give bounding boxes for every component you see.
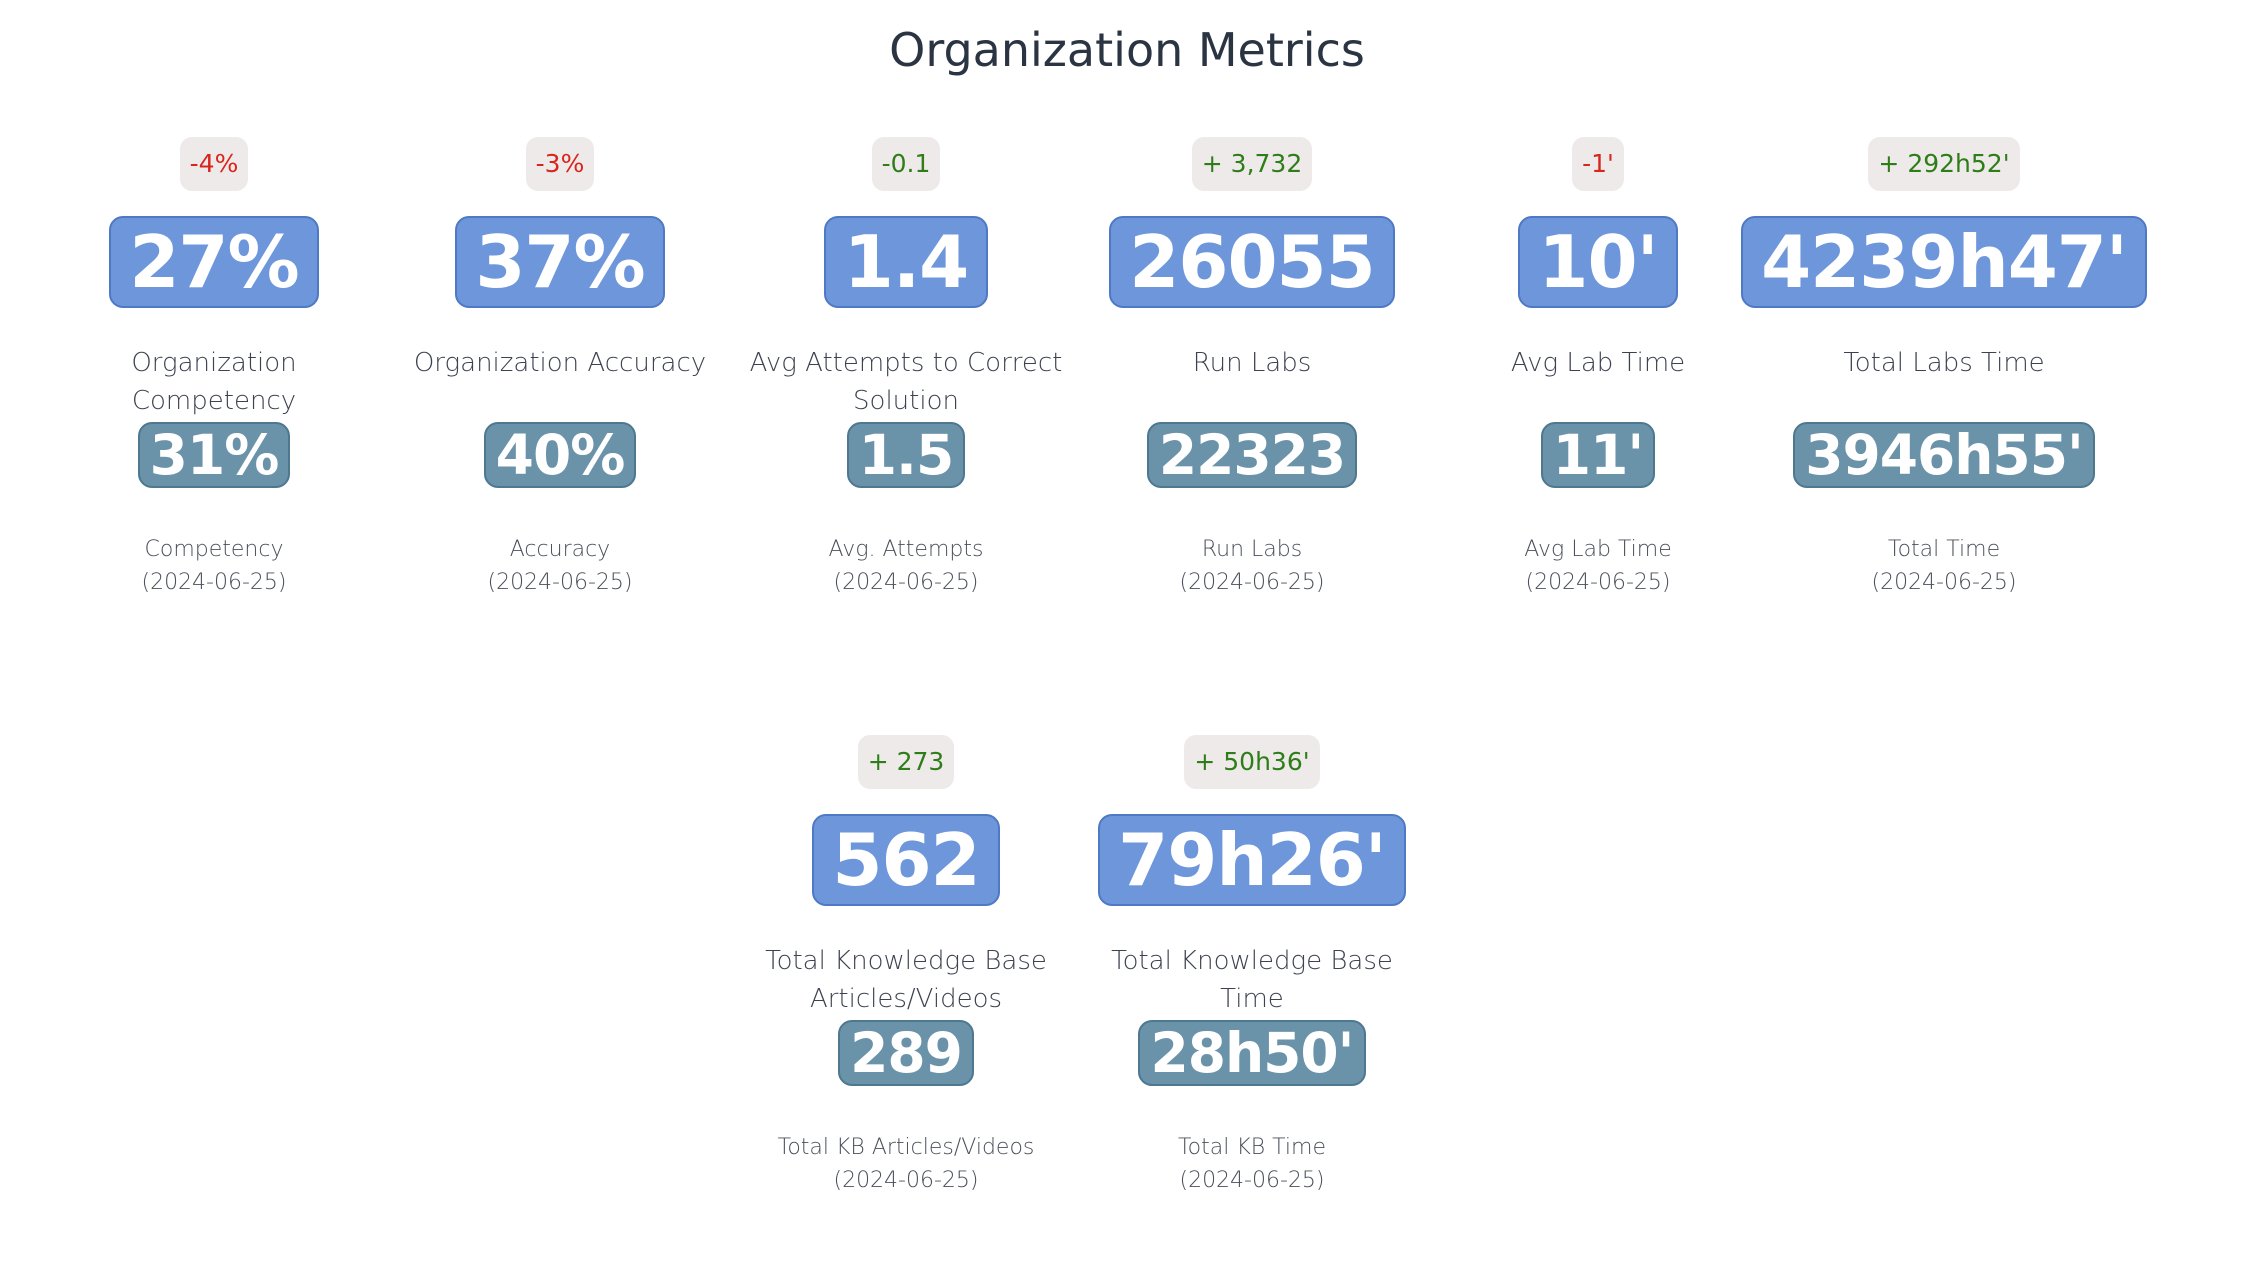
- previous-label: Avg. Attempts (2024-06-25): [746, 533, 1066, 599]
- metric-card-run-labs: + 3,732 26055 Run Labs 22323 Run Labs (2…: [1082, 136, 1422, 599]
- metric-label: Run Labs: [1192, 348, 1312, 378]
- metric-card-total-kb-articles: + 273 562 Total Knowledge Base Articles/…: [736, 734, 1076, 1197]
- previous-label-text: Run Labs: [1201, 537, 1303, 562]
- previous-label: Total KB Articles/Videos (2024-06-25): [746, 1131, 1066, 1197]
- metric-card-avg-attempts: -0.1 1.4 Avg Attempts to Correct Solutio…: [736, 136, 1076, 599]
- delta-badge: -4%: [179, 137, 249, 191]
- previous-label-text: Competency: [144, 537, 284, 562]
- previous-value-badge: 40%: [483, 422, 637, 488]
- previous-date: (2024-06-25): [487, 570, 633, 595]
- previous-label-text: Total KB Articles/Videos: [777, 1135, 1035, 1160]
- page-title: Organization Metrics: [889, 23, 1365, 77]
- main-value-badge: 562: [812, 814, 1000, 906]
- main-value-badge: 10': [1518, 216, 1678, 308]
- main-value-badge: 37%: [455, 216, 665, 308]
- delta-badge: -1': [1572, 137, 1624, 191]
- previous-label-text: Avg Lab Time: [1524, 537, 1672, 562]
- previous-label: Total KB Time (2024-06-25): [1092, 1131, 1412, 1197]
- metric-label: Organization Competency: [131, 348, 297, 416]
- previous-date: (2024-06-25): [1179, 570, 1325, 595]
- main-value-badge: 27%: [109, 216, 319, 308]
- previous-label: Accuracy (2024-06-25): [400, 533, 720, 599]
- metric-card-total-kb-time: + 50h36' 79h26' Total Knowledge Base Tim…: [1082, 734, 1422, 1197]
- previous-date: (2024-06-25): [1525, 570, 1671, 595]
- previous-date: (2024-06-25): [1871, 570, 2017, 595]
- metric-label: Avg Attempts to Correct Solution: [749, 348, 1063, 416]
- previous-label-text: Avg. Attempts: [828, 537, 984, 562]
- previous-label: Competency (2024-06-25): [54, 533, 374, 599]
- previous-label-text: Total Time: [1887, 537, 2001, 562]
- metric-label: Avg Lab Time: [1510, 348, 1686, 378]
- previous-label: Total Time (2024-06-25): [1784, 533, 2104, 599]
- main-value-badge: 79h26': [1098, 814, 1406, 906]
- main-value-badge: 1.4: [823, 216, 989, 308]
- previous-label: Avg Lab Time (2024-06-25): [1438, 533, 1758, 599]
- metric-card-organization-accuracy: -3% 37% Organization Accuracy 40% Accura…: [390, 136, 730, 599]
- delta-badge: -3%: [525, 137, 595, 191]
- previous-value-badge: 28h50': [1138, 1020, 1366, 1086]
- previous-value-badge: 22323: [1146, 422, 1358, 488]
- delta-badge: -0.1: [871, 137, 941, 191]
- previous-date: (2024-06-25): [833, 1168, 979, 1193]
- main-value-badge: 4239h47': [1741, 216, 2147, 308]
- metric-label: Total Knowledge Base Articles/Videos: [765, 946, 1047, 1014]
- previous-label: Run Labs (2024-06-25): [1092, 533, 1412, 599]
- delta-badge: + 292h52': [1868, 137, 2020, 191]
- metric-card-organization-competency: -4% 27% Organization Competency 31% Comp…: [44, 136, 384, 599]
- previous-label-text: Accuracy: [509, 537, 611, 562]
- previous-date: (2024-06-25): [833, 570, 979, 595]
- metric-label: Total Knowledge Base Time: [1111, 946, 1393, 1014]
- previous-date: (2024-06-25): [1179, 1168, 1325, 1193]
- metric-card-avg-lab-time: -1' 10' Avg Lab Time 11' Avg Lab Time (2…: [1428, 136, 1768, 599]
- metric-card-total-labs-time: + 292h52' 4239h47' Total Labs Time 3946h…: [1741, 136, 2147, 599]
- previous-value-badge: 1.5: [846, 422, 966, 488]
- metric-label: Total Labs Time: [1843, 348, 2045, 378]
- delta-badge: + 3,732: [1191, 137, 1313, 191]
- previous-value-badge: 11': [1540, 422, 1656, 488]
- metric-label: Organization Accuracy: [413, 348, 707, 378]
- previous-date: (2024-06-25): [141, 570, 287, 595]
- previous-value-badge: 31%: [137, 422, 291, 488]
- previous-label-text: Total KB Time: [1177, 1135, 1327, 1160]
- delta-badge: + 50h36': [1184, 735, 1320, 789]
- delta-badge: + 273: [857, 735, 955, 789]
- main-value-badge: 26055: [1109, 216, 1395, 308]
- previous-value-badge: 289: [838, 1020, 974, 1086]
- previous-value-badge: 3946h55': [1793, 422, 2095, 488]
